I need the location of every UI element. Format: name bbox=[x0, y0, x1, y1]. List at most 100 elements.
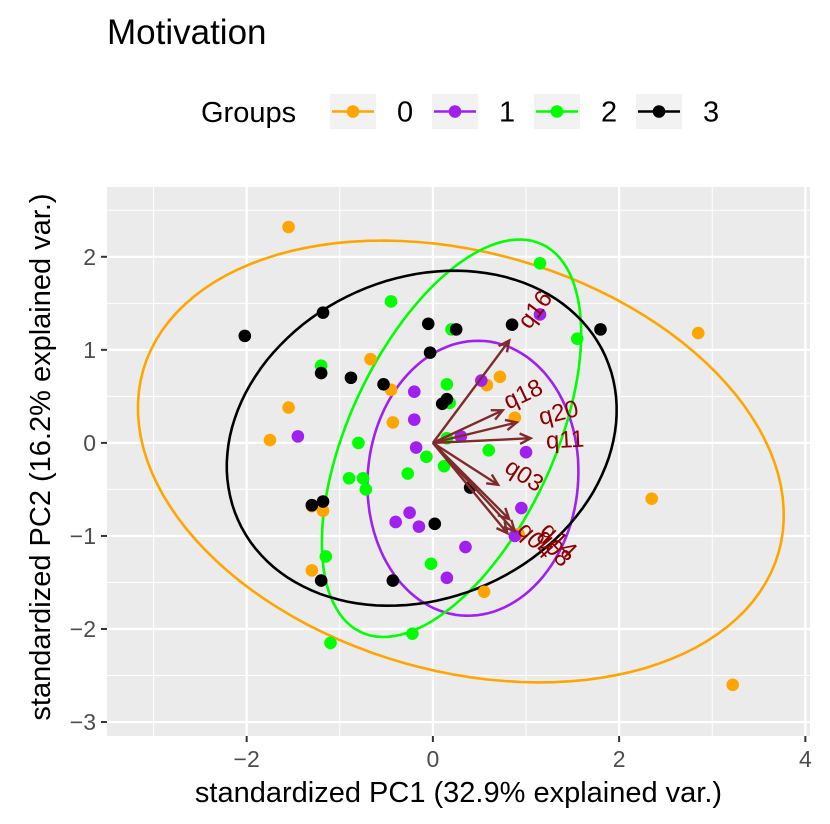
arrow-q11 bbox=[432, 432, 534, 446]
point-group-1 bbox=[533, 308, 547, 321]
point-group-3 bbox=[440, 392, 454, 406]
legend-title: Groups bbox=[201, 97, 296, 129]
point-group-2 bbox=[424, 557, 438, 571]
legend-label: 1 bbox=[499, 97, 515, 129]
point-group-1 bbox=[291, 430, 305, 443]
y-tick-label: 1 bbox=[83, 337, 96, 363]
arrow-head bbox=[504, 418, 520, 431]
point-group-1 bbox=[515, 501, 528, 515]
loading-arrows bbox=[431, 338, 534, 536]
arrow-head bbox=[498, 338, 511, 353]
point-group-0 bbox=[282, 220, 295, 234]
arrow-q18 bbox=[432, 408, 506, 444]
arrow-shaft bbox=[432, 409, 504, 444]
arrow-shaft bbox=[431, 442, 509, 534]
legend-item-1: 1 bbox=[432, 94, 515, 129]
point-group-2 bbox=[440, 377, 454, 391]
point-group-1 bbox=[412, 520, 426, 533]
legend-label: 0 bbox=[397, 97, 413, 129]
point-group-2 bbox=[420, 450, 433, 464]
point-group-0 bbox=[477, 585, 491, 599]
point-group-2 bbox=[406, 627, 419, 640]
point-group-2 bbox=[384, 295, 398, 308]
arrow-q03 bbox=[432, 441, 501, 487]
point-group-3 bbox=[449, 323, 463, 336]
point-group-2 bbox=[324, 636, 337, 650]
point-group-1 bbox=[508, 529, 522, 543]
point-group-3 bbox=[305, 498, 319, 512]
x-tick-label: 4 bbox=[799, 746, 812, 772]
x-axis-title: standardized PC1 (32.9% explained var.) bbox=[195, 777, 722, 809]
point-group-2 bbox=[482, 444, 496, 457]
arrow-head bbox=[486, 473, 501, 487]
legend-item-2: 2 bbox=[534, 94, 617, 129]
legend-item-0: 0 bbox=[330, 94, 413, 129]
point-group-2 bbox=[437, 459, 451, 473]
point-group-3 bbox=[505, 318, 519, 332]
legend: Groups 0 1 2 3 bbox=[201, 94, 719, 129]
group-ellipses bbox=[136, 238, 786, 684]
arrow-shaft bbox=[432, 437, 531, 445]
y-tick-label: 0 bbox=[83, 430, 96, 456]
point-group-2 bbox=[533, 257, 547, 270]
arrow-shaft bbox=[432, 441, 499, 486]
legend-key-point bbox=[550, 105, 564, 118]
arrow-label-q11: q11 bbox=[545, 426, 585, 455]
point-group-2 bbox=[352, 436, 365, 450]
point-group-2 bbox=[401, 467, 415, 480]
minor-gridlines bbox=[107, 187, 810, 736]
y-tick-label: −3 bbox=[70, 709, 96, 735]
arrow-head bbox=[490, 408, 506, 421]
y-tick-label: −2 bbox=[70, 616, 96, 642]
y-axis-title: standardized PC2 (16.2% explained var.) bbox=[25, 193, 57, 720]
arrow-head bbox=[519, 432, 534, 446]
x-tick-label: 2 bbox=[613, 746, 626, 772]
point-group-0 bbox=[386, 416, 400, 429]
point-group-2 bbox=[342, 471, 356, 485]
point-group-3 bbox=[316, 495, 330, 508]
point-group-0 bbox=[364, 352, 377, 366]
point-group-3 bbox=[423, 346, 437, 359]
point-group-2 bbox=[570, 332, 584, 345]
x-tick-label: 0 bbox=[426, 746, 439, 772]
data-points bbox=[238, 220, 740, 692]
point-group-0 bbox=[645, 492, 659, 506]
point-group-0 bbox=[726, 678, 740, 692]
point-group-0 bbox=[305, 564, 319, 577]
x-tick-label: −2 bbox=[234, 746, 260, 772]
arrow-shaft bbox=[432, 421, 517, 445]
y-tick-label: 2 bbox=[83, 244, 96, 270]
point-group-3 bbox=[421, 317, 435, 331]
arrow-q20 bbox=[432, 418, 520, 445]
ellipse-group-3 bbox=[225, 269, 618, 608]
point-group-3 bbox=[428, 517, 442, 531]
point-group-2 bbox=[356, 471, 370, 485]
point-group-1 bbox=[459, 540, 472, 554]
legend-label: 2 bbox=[601, 97, 617, 129]
ellipse-group-1 bbox=[366, 339, 580, 618]
arrow-head bbox=[495, 521, 510, 536]
y-axis: −3 −2 −1 0 1 2 bbox=[70, 244, 107, 735]
arrow-shaft bbox=[431, 339, 511, 444]
plot-panel bbox=[107, 187, 810, 736]
point-group-1 bbox=[519, 445, 533, 459]
ellipse-group-2 bbox=[320, 238, 583, 639]
chart-title: Motivation bbox=[107, 13, 267, 52]
point-group-3 bbox=[377, 377, 390, 391]
point-group-3 bbox=[314, 366, 328, 380]
point-group-0 bbox=[316, 504, 330, 518]
point-group-1 bbox=[389, 515, 402, 529]
point-group-0 bbox=[691, 326, 705, 340]
point-group-0 bbox=[263, 433, 277, 447]
y-tick-label: −1 bbox=[70, 523, 96, 549]
point-group-1 bbox=[409, 441, 423, 454]
point-group-3 bbox=[316, 306, 330, 319]
point-group-3 bbox=[386, 574, 400, 587]
ellipse-group-0 bbox=[136, 239, 786, 684]
legend-key-point bbox=[448, 105, 462, 118]
legend-key-point bbox=[652, 105, 666, 118]
legend-item-3: 3 bbox=[636, 94, 719, 129]
point-group-3 bbox=[314, 574, 328, 587]
point-group-0 bbox=[493, 370, 507, 384]
